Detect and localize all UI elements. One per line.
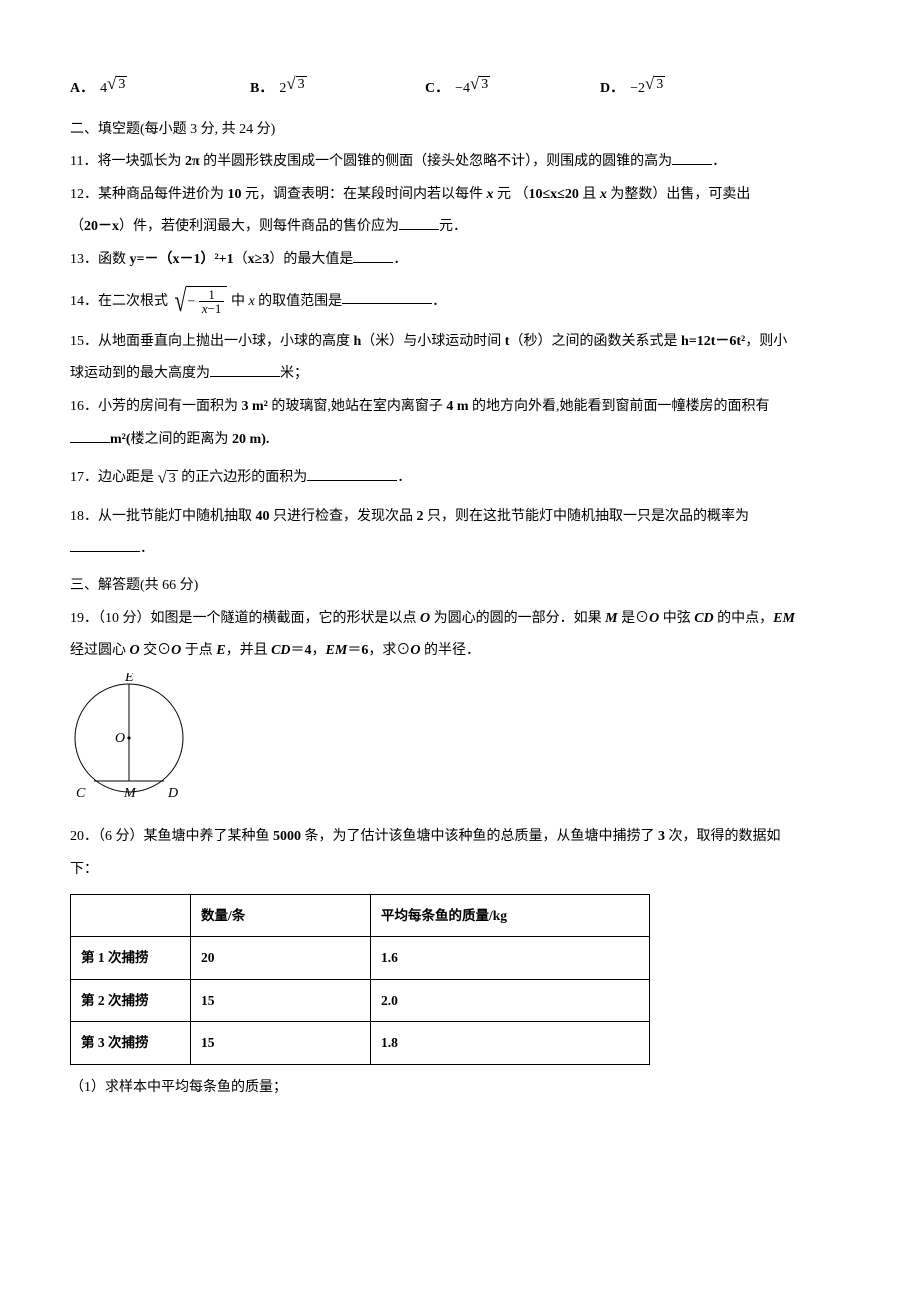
sqrt-icon: √ <box>107 76 116 93</box>
table-cell: 15 <box>191 1022 371 1065</box>
question-15-line1: 15．从地面垂直向上抛出一小球，小球的高度 h（米）与小球运动时间 t（秒）之间… <box>70 329 850 356</box>
q14-radical: √ − 1 x−1 <box>172 286 228 317</box>
option-a: A． 4 √ 3 <box>70 76 250 103</box>
svg-text:M: M <box>123 786 137 801</box>
question-16-line2: m²(楼之间的距离为 20 m). <box>70 427 850 454</box>
table-cell: 1.6 <box>371 937 650 980</box>
circle-diagram: E O C M D <box>70 673 200 808</box>
table-cell: 第 1 次捕捞 <box>71 937 191 980</box>
question-20-line2: 下： <box>70 857 850 884</box>
table-cell: 2.0 <box>371 979 650 1022</box>
option-b-value: 2 √ 3 <box>279 76 306 103</box>
table-row: 第 2 次捕捞 15 2.0 <box>71 979 650 1022</box>
table-cell: 20 <box>191 937 371 980</box>
sqrt-icon: √ <box>158 470 167 487</box>
table-row: 第 3 次捕捞 15 1.8 <box>71 1022 650 1065</box>
q20-table: 数量/条 平均每条鱼的质量/kg 第 1 次捕捞 20 1.6 第 2 次捕捞 … <box>70 894 650 1066</box>
table-header: 平均每条鱼的质量/kg <box>371 894 650 937</box>
option-c-value: −4 √ 3 <box>455 76 490 103</box>
sqrt-icon: √ <box>286 76 295 93</box>
blank <box>307 467 397 481</box>
option-c: C． −4 √ 3 <box>425 76 600 103</box>
section-3-header: 三、解答题(共 66 分) <box>70 573 850 600</box>
question-14: 14．在二次根式 √ − 1 x−1 中 x 的取值范围是． <box>70 286 850 317</box>
sqrt-icon: √ <box>174 286 186 317</box>
question-18-line1: 18．从一批节能灯中随机抽取 40 只进行检查，发现次品 2 只，则在这批节能灯… <box>70 504 850 531</box>
table-cell: 第 3 次捕捞 <box>71 1022 191 1065</box>
option-a-value: 4 √ 3 <box>100 76 127 103</box>
question-17: 17．边心距是 √ 3 的正六边形的面积为． <box>70 465 850 492</box>
q17-sqrt: √ 3 <box>158 470 178 487</box>
option-c-label: C． <box>425 76 449 103</box>
question-15-line2: 球运动到的最大高度为米； <box>70 361 850 388</box>
sqrt-icon: √ <box>645 76 654 93</box>
question-16-line1: 16．小芳的房间有一面积为 3 m² 的玻璃窗,她站在室内离窗子 4 m 的地方… <box>70 394 850 421</box>
question-12-line2: （20－x）件，若使利润最大，则每件商品的售价应为元． <box>70 214 850 241</box>
blank <box>672 151 712 165</box>
option-b-label: B． <box>250 76 273 103</box>
table-cell: 1.8 <box>371 1022 650 1065</box>
option-a-label: A． <box>70 76 94 103</box>
table-header <box>71 894 191 937</box>
svg-text:C: C <box>76 786 86 801</box>
option-b: B． 2 √ 3 <box>250 76 425 103</box>
option-d: D． −2 √ 3 <box>600 76 665 103</box>
q11-arc: 2π <box>185 154 200 169</box>
svg-text:E: E <box>124 673 134 685</box>
q10-options: A． 4 √ 3 B． 2 √ 3 C． −4 √ 3 D． −2 √ 3 <box>70 76 850 103</box>
question-11: 11．将一块弧长为 2π 的半圆形铁皮围成一个圆锥的侧面（接头处忽略不计），则围… <box>70 149 850 176</box>
blank <box>353 249 393 263</box>
question-19-line2: 经过圆心 O 交⊙O 于点 E，并且 CD＝4，EM＝6，求⊙O 的半径． <box>70 638 850 665</box>
question-12-line1: 12．某种商品每件进价为 10 元，调查表明：在某段时间内若以每件 x 元 （1… <box>70 182 850 209</box>
blank <box>342 290 432 304</box>
table-header-row: 数量/条 平均每条鱼的质量/kg <box>71 894 650 937</box>
figure-19: E O C M D <box>70 673 850 819</box>
table-cell: 第 2 次捕捞 <box>71 979 191 1022</box>
question-13: 13．函数 y=－（x－1）²+1（x≥3）的最大值是． <box>70 247 850 274</box>
blank <box>399 216 439 230</box>
sqrt-icon: √ <box>470 76 479 93</box>
option-d-label: D． <box>600 76 624 103</box>
svg-text:D: D <box>167 786 178 801</box>
blank <box>70 429 110 443</box>
question-20-line1: 20．（6 分）某鱼塘中养了某种鱼 5000 条，为了估计该鱼塘中该种鱼的总质量… <box>70 824 850 851</box>
section-2-header: 二、填空题(每小题 3 分, 共 24 分) <box>70 117 850 144</box>
question-19-line1: 19．（10 分）如图是一个隧道的横截面，它的形状是以点 O 为圆心的圆的一部分… <box>70 606 850 633</box>
table-row: 第 1 次捕捞 20 1.6 <box>71 937 650 980</box>
table-header: 数量/条 <box>191 894 371 937</box>
blank <box>70 538 140 552</box>
table-cell: 15 <box>191 979 371 1022</box>
svg-text:O: O <box>115 731 125 746</box>
option-d-value: −2 √ 3 <box>630 76 665 103</box>
blank <box>210 363 280 377</box>
question-18-line2: ． <box>70 536 850 563</box>
question-20-sub1: （1）求样本中平均每条鱼的质量； <box>70 1075 850 1102</box>
